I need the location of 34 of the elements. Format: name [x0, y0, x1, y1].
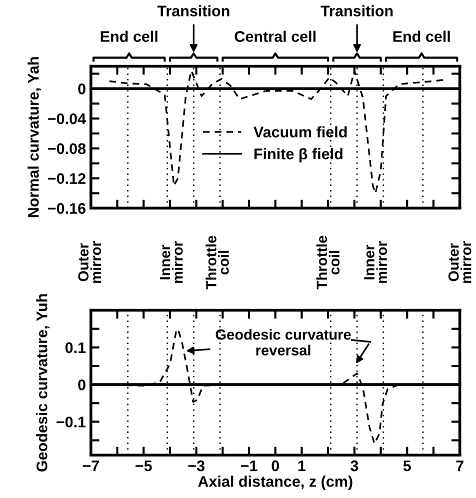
- legend-label: Vacuum field: [254, 126, 347, 138]
- x-tick-label: −5: [136, 460, 152, 472]
- text: Inner mirror: [364, 241, 387, 283]
- y-tick-label: −0.04: [48, 113, 86, 124]
- y-axis-title: Geodesic curvature, Yuh: [36, 294, 50, 472]
- x-tick-label: −3: [188, 460, 204, 472]
- x-tick-label: 7: [456, 460, 464, 472]
- x-axis-title: Axial distance, z (cm): [198, 476, 352, 490]
- text: Outer mirror: [448, 241, 472, 283]
- y-tick-label: −0.08: [48, 143, 86, 154]
- annotation: Geodesic curvature reversal: [216, 329, 351, 356]
- text: Throttle coil: [206, 236, 229, 290]
- x-tick-label: 0: [272, 460, 279, 472]
- y-tick-label: −0.1: [56, 416, 86, 428]
- text: Inner mirror: [160, 241, 183, 283]
- x-tick-label: 3: [350, 460, 358, 472]
- y-tick-label: 0: [78, 379, 86, 390]
- y-tick-label: −0.16: [48, 203, 86, 214]
- x-tick-label: −1: [240, 460, 258, 472]
- text: End cell: [100, 30, 158, 42]
- y-axis-title: Normal curvature, Yah: [28, 57, 42, 218]
- text: End cell: [393, 30, 450, 42]
- x-tick-label: −7: [82, 460, 99, 472]
- text: Central cell: [234, 30, 316, 42]
- text: Throttle coil: [316, 236, 340, 290]
- text: Transition: [320, 5, 393, 16]
- x-tick-label: 5: [403, 460, 411, 472]
- y-tick-label: 0: [78, 84, 86, 94]
- y-tick-label: −0.12: [48, 173, 86, 184]
- text: Outer mirror: [78, 241, 102, 283]
- x-tick-label: 1: [298, 460, 306, 472]
- y-tick-label: 0.1: [65, 342, 86, 354]
- legend-label: Finite β field: [254, 148, 342, 162]
- text: Transition: [157, 5, 230, 16]
